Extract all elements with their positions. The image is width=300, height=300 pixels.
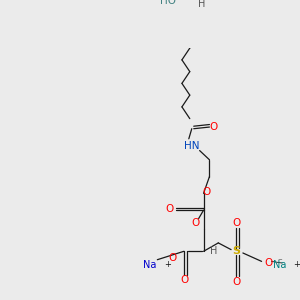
Text: O: O [181,275,189,285]
Text: O: O [233,218,241,228]
Text: O: O [168,253,176,263]
Text: +: + [293,260,300,269]
Text: O: O [202,187,211,197]
Text: O: O [165,204,173,214]
Text: HO: HO [160,0,176,6]
Text: ⁻: ⁻ [277,258,282,267]
Text: S: S [232,246,240,256]
Text: O: O [233,277,241,286]
Text: +: + [164,260,171,269]
Text: Na: Na [143,260,156,270]
Text: O: O [209,122,217,132]
Text: Na: Na [273,260,286,270]
Text: O: O [192,218,200,228]
Text: HN: HN [184,140,200,151]
Text: H: H [210,246,217,256]
Text: O: O [264,258,273,268]
Text: H: H [198,0,205,10]
